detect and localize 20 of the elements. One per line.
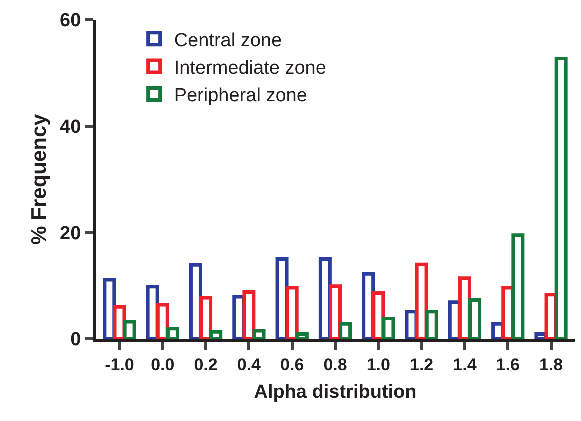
y-tick-label: 40: [60, 116, 82, 138]
legend-label: Central zone: [174, 30, 282, 52]
x-tick-label: 0.2: [194, 355, 218, 374]
legend-label: Intermediate zone: [174, 58, 326, 79]
x-tick-label: 1.6: [496, 355, 520, 374]
x-tick-label: 1.8: [539, 355, 564, 374]
y-tick-label: 0: [70, 330, 82, 351]
x-tick-label: 0.0: [151, 355, 175, 374]
y-tick-label: 60: [60, 10, 82, 32]
x-tick-label: 1.4: [453, 355, 478, 374]
x-tick-label: 1.2: [410, 355, 434, 374]
x-tick-label: 1.0: [366, 355, 390, 374]
x-tick-label: 0.8: [324, 355, 348, 374]
legend-label: Peripheral zone: [174, 86, 308, 107]
x-tick-label: -1.0: [105, 355, 134, 374]
x-axis-title: Alpha distribution: [254, 382, 417, 404]
y-axis-title: % Frequency: [28, 114, 52, 245]
x-tick-label: 0.6: [280, 355, 304, 374]
x-tick-label: 0.4: [237, 355, 262, 374]
y-tick-label: 20: [60, 223, 82, 244]
